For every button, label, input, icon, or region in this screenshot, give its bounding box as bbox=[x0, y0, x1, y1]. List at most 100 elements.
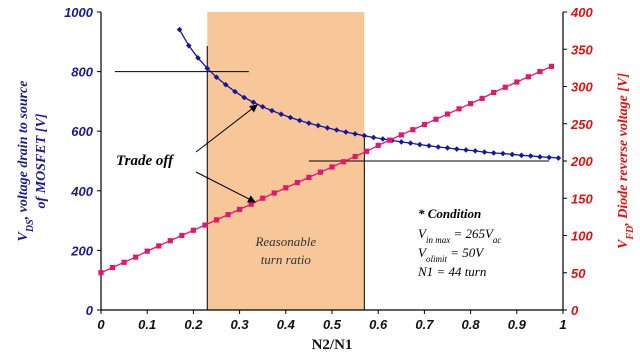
right-tick-label: 0 bbox=[571, 303, 579, 318]
series-2-point bbox=[237, 206, 243, 213]
series-1-point bbox=[398, 139, 405, 145]
series-2-point bbox=[213, 217, 220, 223]
series-1-point bbox=[380, 136, 386, 142]
series-2-point bbox=[248, 201, 254, 207]
x-tick-label: 0.2 bbox=[184, 317, 203, 332]
series-1-point bbox=[315, 122, 321, 129]
left-axis-title-line2: of MOSFET [V] bbox=[34, 113, 49, 208]
condition-line: Volimit = 50V bbox=[418, 245, 485, 264]
series-2-point bbox=[537, 69, 543, 75]
series-2-point bbox=[202, 222, 208, 228]
series-1-point bbox=[269, 107, 275, 114]
series-2-point bbox=[167, 238, 173, 244]
series-2-point bbox=[433, 116, 439, 122]
right-tick-label: 200 bbox=[570, 154, 593, 169]
series-2-point bbox=[98, 270, 104, 276]
left-tick-label: 1000 bbox=[64, 5, 94, 20]
series-1-point bbox=[370, 134, 377, 141]
series-1-point bbox=[527, 153, 534, 159]
series-2-point bbox=[156, 243, 162, 249]
right-axis-title-main: Diode reverse voltage [V] bbox=[616, 73, 631, 220]
series-1-point bbox=[176, 26, 183, 33]
right-tick-label: 50 bbox=[571, 266, 586, 281]
series-2-point bbox=[514, 79, 520, 85]
series-1-point bbox=[500, 150, 506, 157]
series-2-point bbox=[479, 95, 485, 102]
trade-off-arrow-upper bbox=[195, 104, 258, 153]
series-1-point bbox=[204, 65, 211, 72]
series-2-point bbox=[525, 74, 531, 80]
trade-off-label: Trade off bbox=[116, 153, 175, 169]
series-1-point bbox=[407, 140, 414, 146]
series-2-point bbox=[190, 227, 196, 233]
x-tick-label: 0.8 bbox=[462, 317, 481, 332]
condition-line-main: V bbox=[418, 245, 428, 260]
series-1-point bbox=[546, 154, 552, 161]
series-1-point bbox=[352, 131, 358, 137]
series-2-point bbox=[225, 212, 231, 218]
series-2-point bbox=[444, 111, 451, 117]
left-tick-label: 800 bbox=[71, 65, 93, 80]
series-1-point bbox=[213, 74, 220, 81]
left-tick-label: 200 bbox=[70, 243, 93, 258]
left-axis-title-line1: VDS, voltage drain to source bbox=[16, 81, 36, 242]
right-axis-title-symbol: V bbox=[616, 238, 631, 249]
x-tick-label: 0.3 bbox=[231, 317, 250, 332]
right-axis-title: VFD, Diode reverse voltage [V] bbox=[616, 73, 636, 249]
condition-title: * Condition bbox=[418, 206, 481, 221]
series-2-point bbox=[317, 169, 324, 175]
right-tick-label: 300 bbox=[571, 80, 593, 95]
series-2-point bbox=[340, 159, 347, 165]
series-2-point bbox=[260, 195, 266, 201]
series-1-point bbox=[250, 99, 257, 106]
right-tick-label: 400 bbox=[570, 5, 593, 20]
series-2-point bbox=[491, 89, 497, 96]
x-tick-label: 0.6 bbox=[369, 317, 388, 332]
band-label-line2: turn ratio bbox=[261, 252, 312, 267]
x-tick-label: 0.4 bbox=[277, 317, 296, 332]
series-2-point bbox=[133, 254, 139, 260]
annotations-layer: Reasonable turn ratio Trade off * Condition… bbox=[116, 104, 501, 279]
x-tick-label: 1 bbox=[559, 317, 566, 332]
condition-line-subscript: olimit bbox=[426, 254, 448, 264]
series-2-point bbox=[352, 153, 358, 160]
series-1-point bbox=[241, 94, 248, 101]
condition-line-subscript2: ac bbox=[493, 235, 502, 245]
right-tick-label: 100 bbox=[571, 229, 593, 244]
series-2-point bbox=[468, 101, 474, 107]
trade-off-arrow-lower bbox=[195, 171, 256, 203]
series-2-point bbox=[109, 264, 116, 271]
series-2-point bbox=[421, 121, 427, 128]
series-1-point bbox=[472, 148, 479, 154]
left-axis-title-main: voltage drain to source bbox=[16, 81, 31, 213]
series-2-point bbox=[502, 84, 508, 90]
series-2-point bbox=[271, 190, 277, 196]
series-1-point bbox=[361, 132, 368, 139]
x-tick-label: 0.9 bbox=[508, 317, 527, 332]
series-2-point bbox=[364, 148, 370, 154]
x-tick-label: 0.5 bbox=[323, 317, 342, 332]
series-1-point bbox=[518, 152, 525, 159]
series-1-point bbox=[306, 120, 312, 126]
series-1-point bbox=[509, 151, 515, 158]
series-2-point bbox=[179, 232, 185, 239]
left-tick-label: 0 bbox=[86, 303, 94, 318]
condition-line: N1 = 44 turn bbox=[417, 264, 486, 279]
series-2-point bbox=[329, 164, 335, 170]
series-2-point bbox=[306, 174, 312, 180]
x-tick-label: 0.7 bbox=[415, 317, 434, 332]
condition-line-main: N1 = 44 turn bbox=[417, 264, 486, 279]
x-tick-label: 0.1 bbox=[138, 317, 156, 332]
left-tick-label: 400 bbox=[70, 184, 93, 199]
series-1-point bbox=[324, 125, 331, 131]
series-2-point bbox=[375, 142, 381, 148]
series-1-point bbox=[185, 42, 192, 49]
left-axis-title-separator: , bbox=[16, 212, 31, 220]
series-1-point bbox=[287, 114, 294, 121]
series-2-point bbox=[294, 180, 300, 186]
condition-line: Vin max = 265Vac bbox=[418, 226, 501, 245]
series-1-point bbox=[343, 129, 349, 135]
ticks-layer: 0 0.1 0.2 0.3 0.4 0.5 0.6 0.7 0.8 0.9 102004006008… bbox=[16, 5, 636, 353]
right-axis-title-separator: , bbox=[616, 219, 631, 227]
series-2-point bbox=[548, 63, 555, 69]
